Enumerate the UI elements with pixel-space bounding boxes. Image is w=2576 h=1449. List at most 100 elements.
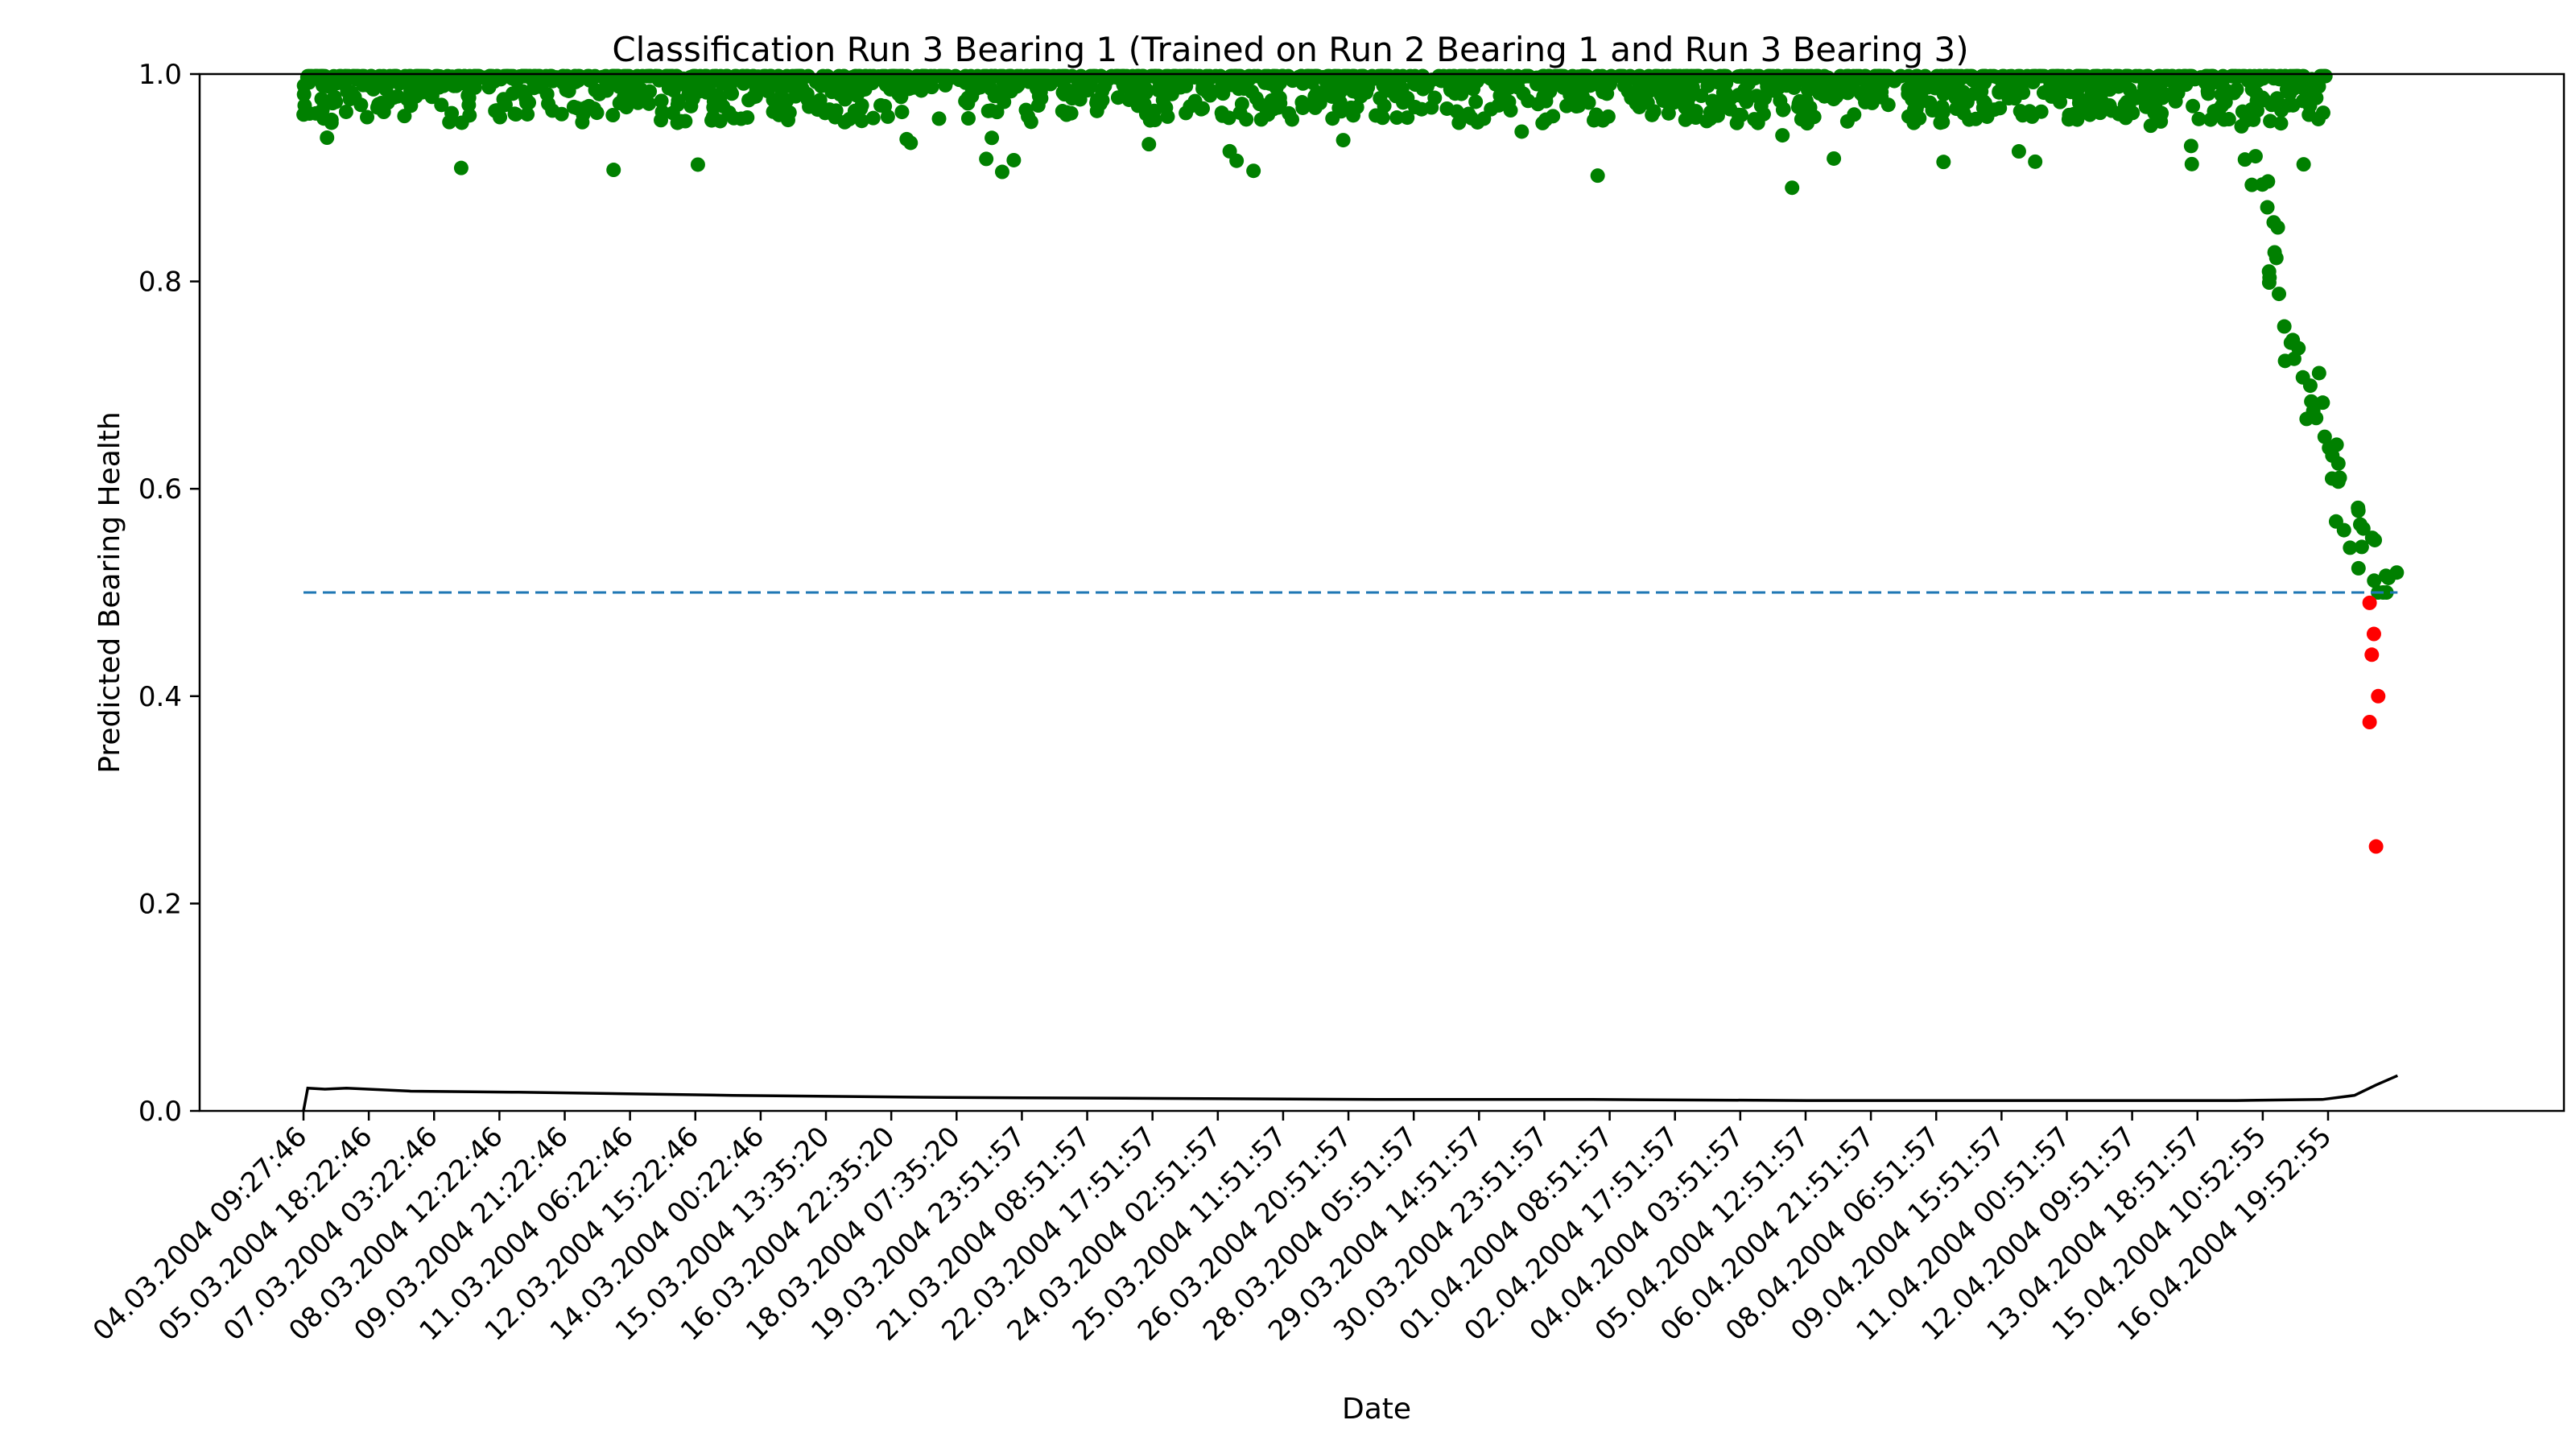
healthy-point [1901, 81, 1916, 97]
healthy-point [1792, 93, 1807, 109]
healthy-point [454, 115, 469, 130]
healthy-point [2277, 319, 2292, 334]
healthy-point [2071, 105, 2087, 120]
healthy-point [496, 92, 511, 107]
healthy-point [1967, 86, 1982, 101]
healthy-point [1461, 106, 1476, 122]
healthy-point [2311, 365, 2326, 381]
healthy-point [815, 68, 831, 84]
healthy-point [997, 94, 1012, 109]
healthy-point [1793, 69, 1808, 85]
healthy-point [1775, 128, 1790, 143]
healthy-point [1294, 95, 1310, 110]
healthy-point [1688, 110, 1703, 126]
healthy-point [2266, 215, 2281, 230]
healthy-point [2087, 93, 2103, 108]
healthy-point [1799, 116, 1814, 131]
healthy-point [812, 93, 828, 108]
healthy-point [575, 114, 590, 130]
healthy-point [1021, 109, 1036, 124]
healthy-point [338, 104, 353, 119]
healthy-point [1473, 68, 1488, 84]
healthy-point [374, 95, 389, 110]
healthy-point [1320, 68, 1335, 84]
healthy-point [2138, 72, 2153, 87]
healthy-point [1138, 106, 1154, 122]
healthy-point [788, 89, 803, 104]
healthy-point [733, 111, 749, 126]
healthy-point [964, 85, 980, 100]
healthy-point [1656, 93, 1671, 108]
healthy-point [1847, 107, 1862, 122]
healthy-point [1537, 86, 1552, 101]
healthy-point [1773, 93, 1788, 109]
healthy-point [1492, 88, 1508, 103]
healthy-point [880, 109, 895, 124]
healthy-point [2262, 270, 2277, 285]
healthy-point [1885, 71, 1900, 86]
healthy-point [1706, 104, 1721, 119]
healthy-point [1274, 68, 1290, 84]
healthy-point [1229, 153, 1245, 168]
healthy-point [324, 93, 340, 109]
healthy-point [508, 107, 523, 122]
healthy-point [642, 84, 658, 99]
y-tick-label: 0.4 [138, 681, 182, 713]
healthy-point [1221, 110, 1236, 126]
healthy-point [1677, 89, 1692, 105]
healthy-point [1247, 68, 1262, 84]
healthy-point [1063, 105, 1079, 121]
healthy-point [1736, 89, 1752, 105]
healthy-point [2191, 111, 2207, 126]
healthy-point [1134, 75, 1150, 90]
healthy-point [320, 130, 335, 146]
plot-area [296, 68, 2405, 1112]
healthy-point [2088, 80, 2103, 96]
healthy-point [1373, 91, 1388, 106]
healthy-point [297, 97, 312, 113]
healthy-point [353, 97, 369, 113]
healthy-point [2267, 245, 2282, 260]
healthy-point [903, 135, 919, 151]
uncertainty-line [302, 1074, 2398, 1112]
y-tick-label: 0.8 [138, 266, 182, 299]
y-axis: 0.0 0.2 0.4 0.6 0.8 1.0 [138, 59, 200, 1128]
healthy-point [701, 77, 716, 93]
failure-point [2362, 595, 2377, 610]
healthy-point [960, 111, 976, 126]
healthy-point [659, 68, 675, 84]
healthy-point [453, 72, 469, 88]
healthy-point [1335, 133, 1351, 148]
healthy-point [605, 108, 621, 123]
healthy-point [579, 100, 594, 115]
healthy-point [1855, 88, 1870, 103]
healthy-point [2239, 113, 2254, 128]
healthy-point [1381, 68, 1397, 84]
healthy-point [1406, 68, 1422, 84]
healthy-point [1451, 115, 1467, 130]
healthy-point [1160, 109, 1175, 124]
healthy-point [1949, 101, 1964, 117]
failure-point [2371, 688, 2386, 704]
healthy-point [403, 98, 419, 114]
healthy-point [1694, 89, 1709, 104]
healthy-point [2355, 521, 2371, 536]
healthy-point [2315, 105, 2330, 121]
healthy-point [2255, 177, 2270, 192]
healthy-point [1346, 108, 1361, 123]
healthy-point [444, 105, 460, 121]
healthy-point [1596, 113, 1611, 128]
healthy-point [497, 68, 512, 84]
y-tick-label: 0.6 [138, 473, 182, 506]
healthy-point [1503, 103, 1518, 118]
healthy-point [1282, 105, 1297, 121]
plot-frame [198, 72, 2566, 1113]
healthy-point [414, 69, 429, 85]
healthy-point [588, 82, 603, 97]
healthy-point [2112, 105, 2127, 121]
healthy-point [2367, 573, 2382, 588]
healthy-point [2000, 83, 2016, 98]
healthy-point [1612, 68, 1627, 84]
failure-point [2368, 839, 2384, 854]
healthy-point [1571, 69, 1586, 85]
